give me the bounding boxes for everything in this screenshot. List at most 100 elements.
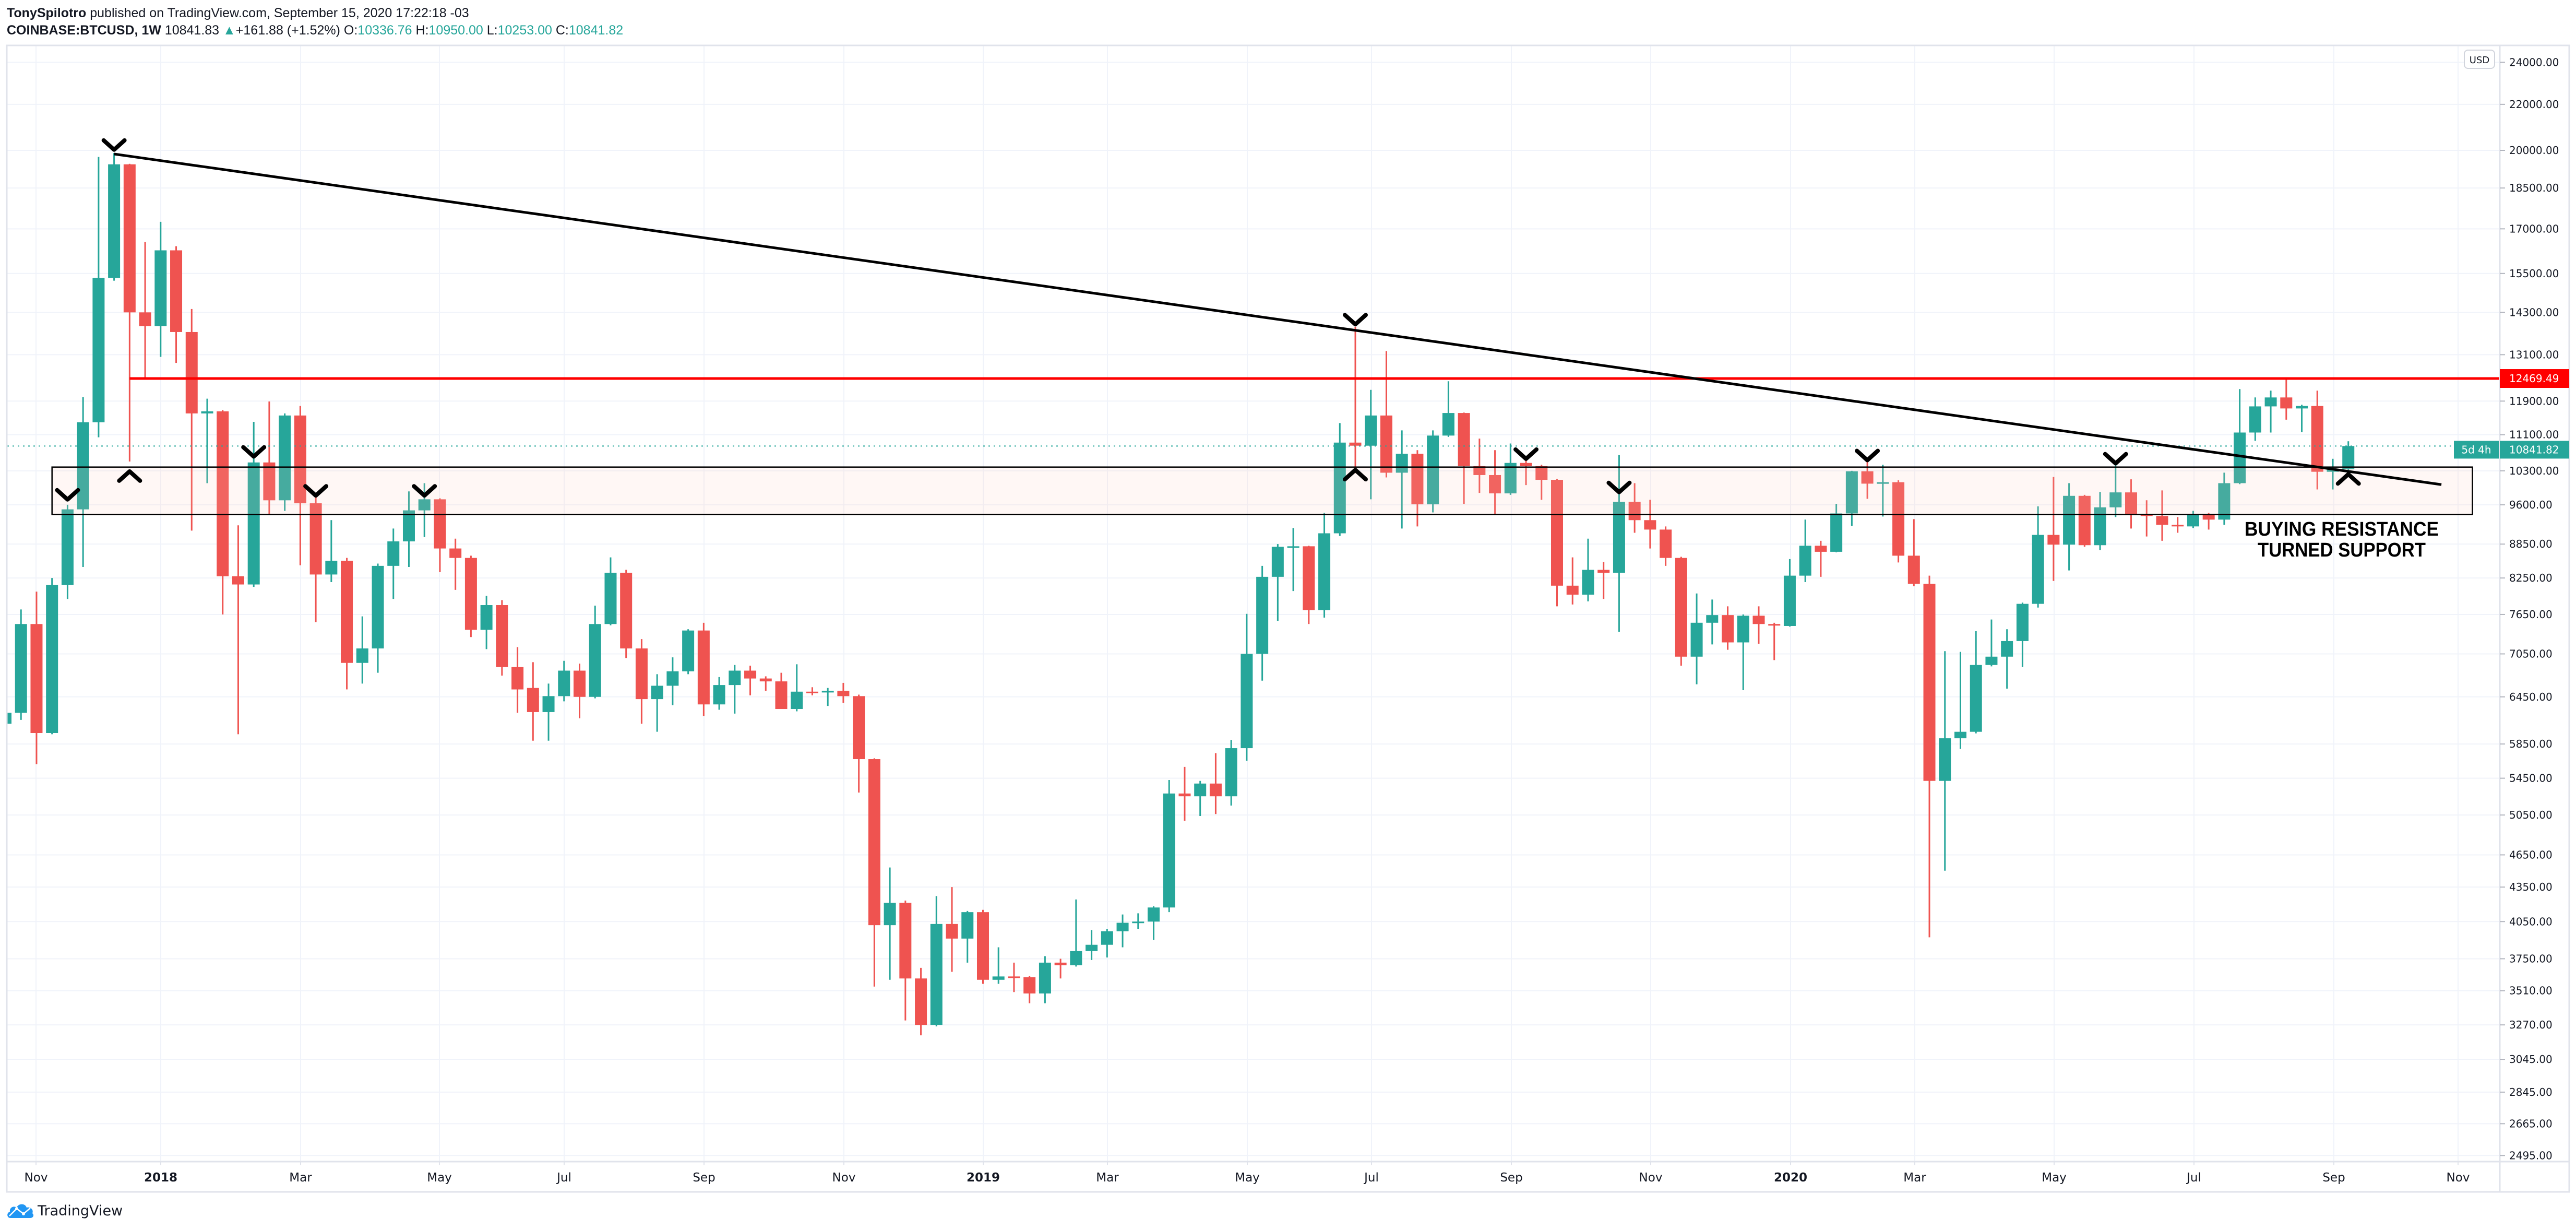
time-tick-label: Jul <box>2186 1171 2201 1185</box>
level-price-tag-text: 12469.49 <box>2509 372 2559 385</box>
candle-up <box>1039 956 1051 1003</box>
time-tick-label: Jul <box>1363 1171 1379 1185</box>
chevron-down-icon[interactable] <box>101 138 127 152</box>
candle-body <box>1178 793 1191 797</box>
chevron-down-icon[interactable] <box>1343 313 1368 327</box>
candle-down <box>868 758 880 987</box>
candle-up <box>2296 405 2308 432</box>
chevron-up-icon[interactable] <box>117 469 142 483</box>
candle-up <box>77 397 89 567</box>
candle-body <box>574 670 586 697</box>
candle-body <box>1256 576 1269 654</box>
candle-body <box>1489 475 1501 494</box>
chevron-down-icon[interactable] <box>1606 480 1632 494</box>
candle-down <box>1675 557 1687 666</box>
chevron-up-icon[interactable] <box>2335 472 2361 486</box>
price-tick-label: 17000.00 <box>2509 222 2559 235</box>
symbol-label[interactable]: COINBASE:BTCUSD, 1W <box>7 23 161 38</box>
candle-body <box>1830 513 1843 552</box>
author-link[interactable]: TonySpilotro <box>7 6 87 20</box>
candle-up <box>2187 511 2199 528</box>
time-axis[interactable]: Nov 2018 Mar May Jul Sep Nov 2019 Mar May Jul Sep No… <box>25 1162 2470 1185</box>
candle-up <box>372 563 384 673</box>
candle-up <box>884 867 896 980</box>
annotation-text-line1[interactable]: BUYING RESISTANCE <box>2245 518 2439 540</box>
candle-down <box>2311 391 2323 490</box>
chevron-down-icon[interactable] <box>55 488 80 502</box>
tradingview-logo[interactable]: TradingView <box>6 1202 123 1219</box>
candle-down <box>635 639 648 724</box>
candle-body <box>1520 463 1532 466</box>
candle-body <box>1194 783 1207 797</box>
chevron-down-icon[interactable] <box>1513 447 1539 461</box>
candle-down <box>1349 326 1362 474</box>
candle-body <box>309 503 322 575</box>
candle-body <box>15 624 27 713</box>
price-tick-label: 24000.00 <box>2509 56 2559 68</box>
descending-trendline[interactable] <box>114 152 2442 486</box>
candle-body <box>837 691 850 696</box>
chevron-down-icon[interactable] <box>412 484 437 498</box>
time-tick-label: 2020 <box>1774 1171 1807 1185</box>
drawings[interactable] <box>7 138 2500 515</box>
candle-down <box>1628 483 1641 533</box>
candle-up <box>651 674 663 732</box>
ohlc-open-label: O: <box>343 23 358 38</box>
candles <box>7 153 2355 1036</box>
candle-up <box>402 491 415 567</box>
candle-body <box>1737 616 1749 643</box>
chevron-down-icon[interactable] <box>303 484 329 498</box>
candle-down <box>620 570 633 658</box>
annotation-text-line2[interactable]: TURNED SUPPORT <box>2258 539 2426 561</box>
time-tick-label: Nov <box>25 1171 48 1185</box>
candle-up <box>930 896 943 1026</box>
candle-up <box>1396 430 1408 529</box>
candle-body <box>542 696 555 712</box>
candle-down <box>2202 513 2215 530</box>
candle-up <box>1939 651 1951 871</box>
chevron-down-icon[interactable] <box>2103 452 2128 466</box>
candle-up <box>108 153 121 281</box>
candle-up <box>247 421 260 587</box>
candle-up <box>387 528 400 599</box>
ohlc-open: 10336.76 <box>357 23 412 38</box>
candle-body <box>589 624 601 697</box>
price-axis[interactable]: 24000.00 22000.00 20000.00 18500.00 17000.00… <box>2500 56 2559 1162</box>
candle-up <box>791 664 803 712</box>
candle-body <box>1504 463 1517 494</box>
candle-body <box>853 696 865 760</box>
candle-down <box>1209 753 1222 814</box>
tradingview-logo-text: TradingView <box>38 1202 123 1219</box>
price-tick-label: 13100.00 <box>2509 348 2559 361</box>
candle-body <box>1706 615 1719 623</box>
candle-body <box>1582 570 1594 595</box>
candle-up <box>666 657 679 705</box>
candle-down <box>915 967 927 1036</box>
chevron-down-icon[interactable] <box>241 445 267 459</box>
last-price-tag-text: 10841.82 <box>2509 443 2559 456</box>
candle-down <box>853 694 865 793</box>
chevron-down-icon[interactable] <box>1855 448 1880 463</box>
candle-body <box>682 630 695 671</box>
candle-up <box>2016 602 2029 667</box>
currency-button[interactable]: USD <box>2464 50 2495 69</box>
candle-body <box>992 976 1005 980</box>
candle-body <box>1209 783 1222 797</box>
candle-up <box>418 483 431 537</box>
candle-body <box>775 681 788 709</box>
chevron-up-icon[interactable] <box>1343 468 1368 482</box>
candle-down <box>744 666 757 695</box>
candle-down <box>2047 477 2060 581</box>
candle-up <box>1954 652 1966 749</box>
candle-body <box>1163 793 1175 908</box>
candle-down <box>1458 412 1470 504</box>
time-tick-label: May <box>427 1171 452 1185</box>
candle-up <box>1877 465 1889 517</box>
candle-up <box>2001 629 2013 689</box>
candle-down <box>1023 976 1036 1003</box>
candle-body <box>2249 406 2261 433</box>
candle-up <box>2264 391 2277 433</box>
candle-down <box>1535 465 1548 500</box>
support-zone-rectangle[interactable] <box>51 466 2473 515</box>
